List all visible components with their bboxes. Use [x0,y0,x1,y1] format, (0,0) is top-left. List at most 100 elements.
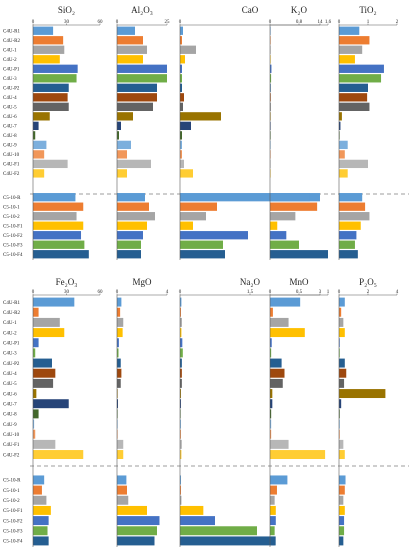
bar [180,169,193,178]
bar [33,140,47,150]
row-label: C4U-8 [3,134,17,139]
bar [339,475,346,485]
row-label: C5-10-2 [3,215,20,220]
bar [33,348,36,358]
bar [117,485,127,495]
row-label: C4U-P2 [3,362,20,367]
x-tick-label: 30 [64,20,70,25]
bar [339,221,361,230]
bar [270,526,275,536]
bar [117,140,131,150]
bar [33,74,77,83]
bar [339,297,345,307]
bar [270,338,272,348]
bar [339,93,368,102]
x-tick-label: 0 [32,290,35,295]
panel-tio2: TiO₂ 0 1 2 [338,5,399,260]
bar [339,317,344,327]
bar [339,202,366,211]
bar [180,348,183,358]
bar [117,505,147,515]
row-label: C4U-R2 [3,39,20,44]
bar [117,150,127,159]
bar [33,297,75,307]
bar [33,83,69,92]
x-tick-label: 14 [318,20,324,25]
bar [339,45,363,54]
row-label: C4U-3 [3,77,17,82]
bar [33,55,60,64]
bar [270,358,282,368]
bar [117,358,121,368]
bar [339,419,340,429]
bar [33,93,68,102]
row-label: C5-10-F2 [3,234,23,239]
bar [33,328,65,338]
bar [270,348,272,358]
bar [117,495,129,505]
bar [270,202,318,211]
bar [33,121,39,131]
bar [180,131,182,140]
bar [117,36,143,45]
bar [33,505,51,515]
bar [180,159,184,169]
bar [33,26,54,35]
x-tick-label: 0 [179,20,182,25]
bar [33,378,54,388]
x-tick-label: 2 [367,290,370,295]
bar [117,112,133,121]
x-tick-label: 0 [269,20,272,25]
bar [180,307,181,317]
bar [180,102,183,111]
row-label: C5-10-F1 [3,509,23,514]
bar [180,250,225,259]
bar [339,409,340,419]
bar [339,240,355,249]
bar [270,74,272,83]
bar [33,221,84,230]
bar [117,475,127,485]
bar [270,102,271,111]
bar [33,495,47,505]
bar [180,526,257,536]
row-label: C5-10-F2 [3,519,23,524]
bar [117,159,151,169]
x-tick-label: 2 [396,20,399,25]
bar [339,169,348,178]
panel-cao: CaO 0 14 [179,5,323,260]
panel-na2o: Na₂O 0 1.5 3 [179,277,322,547]
row-label: C5-10-1 [3,489,20,494]
bar [339,389,386,399]
bar [117,202,149,211]
bar [339,536,344,546]
bar [117,297,122,307]
panel-title: K₂O [291,5,308,15]
bar [270,297,301,307]
bar [117,317,124,327]
x-tick-label: 60 [98,20,104,25]
bar [270,93,271,102]
bar [339,399,342,409]
bar [117,378,121,388]
bar [33,36,64,45]
bar [270,485,277,495]
row-label: C4U-P1 [3,68,20,73]
bar [33,419,35,429]
row-label: C4U-F1 [3,443,20,448]
row-label: C5-10-F3 [3,530,23,535]
bar [270,368,285,378]
bar [117,212,155,221]
bar [180,150,182,159]
bar [180,45,196,54]
panel-mgo: MgO 0 4 [116,277,169,547]
row-label: C4U-2 [3,331,17,336]
row-label: C5-10-2 [3,499,20,504]
bar [117,231,143,240]
bar [117,55,143,64]
bar [270,516,276,526]
panel-title: Fe₂O₃ [56,277,78,287]
bar [270,475,288,485]
panel-title: MgO [132,277,152,287]
